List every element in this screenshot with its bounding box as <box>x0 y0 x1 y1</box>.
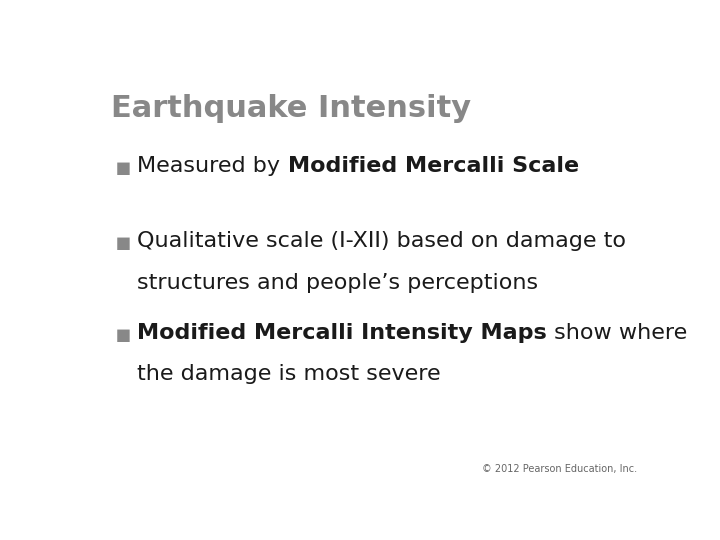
Text: ▪: ▪ <box>115 231 132 255</box>
Text: ▪: ▪ <box>115 322 132 347</box>
Text: show where: show where <box>547 322 688 342</box>
Text: Earthquake Intensity: Earthquake Intensity <box>111 94 472 123</box>
Text: the damage is most severe: the damage is most severe <box>138 364 441 384</box>
Text: Measured by: Measured by <box>138 156 287 176</box>
Text: Modified Mercalli Intensity Maps: Modified Mercalli Intensity Maps <box>138 322 547 342</box>
Text: © 2012 Pearson Education, Inc.: © 2012 Pearson Education, Inc. <box>482 464 637 474</box>
Text: ▪: ▪ <box>115 156 132 180</box>
Text: structures and people’s perceptions: structures and people’s perceptions <box>138 273 539 293</box>
Text: Modified Mercalli Scale: Modified Mercalli Scale <box>287 156 579 176</box>
Text: Qualitative scale (I-XII) based on damage to: Qualitative scale (I-XII) based on damag… <box>138 231 626 251</box>
